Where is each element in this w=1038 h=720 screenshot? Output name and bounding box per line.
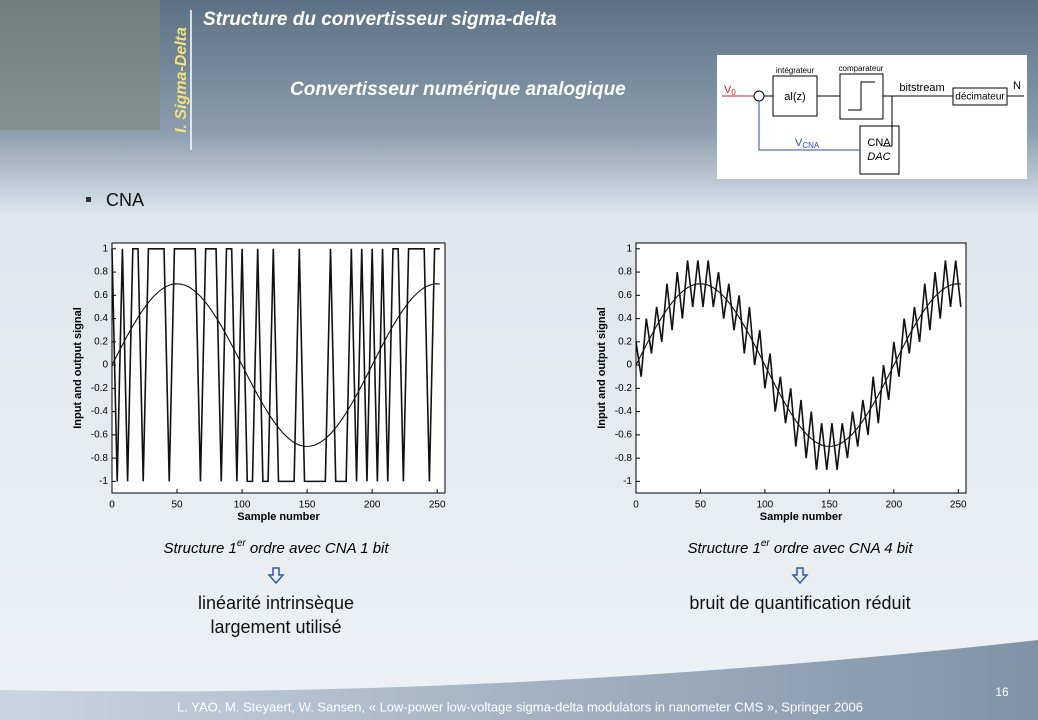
- x-axis-label: Sample number: [760, 511, 843, 523]
- x-axis-label: Sample number: [237, 511, 320, 523]
- diagram-background: [717, 55, 1027, 179]
- y-tick-label: 0.6: [618, 290, 632, 301]
- dac-text: DAC: [867, 151, 890, 163]
- down-arrow: [267, 567, 285, 585]
- data-line: [635, 283, 961, 447]
- y-tick-label: -0.4: [615, 406, 633, 417]
- caption-text: ordre avec CNA 1 bit: [246, 540, 390, 557]
- data-line: [111, 283, 440, 447]
- input-sub: 0: [731, 88, 736, 97]
- y-tick-label: -0.8: [91, 453, 109, 464]
- y-tick-label: -0.8: [615, 453, 633, 464]
- caption-text: Structure 1: [687, 540, 760, 557]
- x-tick-label: 250: [950, 500, 967, 511]
- x-tick-label: 50: [695, 500, 707, 511]
- y-tick-label: 0.2: [94, 336, 108, 347]
- y-tick-label: 0.4: [94, 313, 108, 324]
- slide-title: Structure du convertisseur sigma-delta: [203, 9, 557, 30]
- x-tick-label: 150: [821, 500, 838, 511]
- data-line: [111, 248, 440, 483]
- y-tick-label: 0.4: [618, 313, 632, 324]
- x-tick-label: 200: [885, 500, 902, 511]
- slide-subtitle: Convertisseur numérique analogique: [290, 79, 626, 100]
- y-axis-label: Input and output signal: [596, 307, 608, 429]
- x-tick-label: 100: [234, 500, 251, 511]
- integrator-text: al(z): [784, 91, 805, 103]
- charts: 0 50 100 150 200 250-1-0.8-0.6-0.4-0.200.20.4…: [72, 242, 967, 523]
- y-tick-label: 1: [626, 243, 632, 254]
- y-tick-label: -0.2: [615, 383, 633, 394]
- data-line: [635, 260, 962, 470]
- integrator-label: intégrateur: [776, 66, 815, 75]
- caption: Structure 1er ordre avec CNA 1 bit: [163, 538, 389, 557]
- caption-sup: er: [761, 538, 771, 549]
- caption-conclusion: linéarité intrinsèque: [198, 593, 354, 613]
- y-tick-label: 0.6: [94, 290, 108, 301]
- y-tick-label: 0.2: [618, 336, 632, 347]
- feedback-wire: [758, 101, 860, 151]
- x-tick-label: 50: [171, 500, 183, 511]
- y-tick-label: 0.8: [94, 267, 108, 278]
- diagram-input: V0: [724, 84, 736, 97]
- caption-sup: er: [237, 538, 247, 549]
- dac-text: CNA: [867, 137, 891, 149]
- y-tick-label: 0: [102, 360, 108, 371]
- feedback-text: V: [795, 137, 803, 149]
- block-diagram: V0 al(z) intégrateur comparateur bitstre…: [717, 55, 1027, 179]
- caption-conclusion: bruit de quantification réduit: [689, 593, 910, 613]
- bitstream-label: bitstream: [899, 82, 944, 94]
- input-label: V: [724, 84, 732, 96]
- page-number: 16: [995, 685, 1009, 699]
- y-tick-label: -0.6: [91, 430, 109, 441]
- y-tick-label: -0.4: [91, 406, 109, 417]
- x-tick-label: 250: [429, 500, 446, 511]
- logo-image: [0, 0, 160, 130]
- comparator-icon: [848, 81, 875, 111]
- footer-reference: L. YAO, M. Steyaert, W. Sansen, « Low-po…: [177, 699, 863, 714]
- bullet-text: CNA: [106, 190, 144, 210]
- comparator-label: comparateur: [839, 64, 884, 73]
- decimator-text: décimateur: [955, 92, 1005, 103]
- chart: 0 50 100 150 200 250 -1 -0.8 -0.6 -0.4 -0.2 0 0.2 0.4…: [596, 242, 967, 523]
- x-tick-label: 0: [109, 500, 115, 511]
- captions: Structure 1er ordre avec CNA 1 bitlinéar…: [163, 538, 913, 637]
- down-arrow: [791, 567, 809, 585]
- caption-text: Structure 1: [163, 540, 236, 557]
- y-tick-label: -1: [623, 476, 632, 487]
- y-tick-label: -0.6: [615, 430, 633, 441]
- feedback-sub: CNA: [802, 141, 820, 150]
- caption-text: ordre avec CNA 4 bit: [770, 540, 914, 557]
- y-tick-label: -1: [99, 476, 108, 487]
- chart: 0 50 100 150 200 250 -1 -0.8 -0.6 -0.4 -0.2 0 0.2 0.4…: [72, 242, 446, 523]
- y-tick-label: 0.8: [618, 267, 632, 278]
- caption-conclusion: largement utilisé: [210, 617, 341, 637]
- y-tick-label: -0.2: [91, 383, 109, 394]
- x-tick-label: 150: [299, 500, 316, 511]
- output-label: N: [1013, 80, 1021, 92]
- y-tick-label: 1: [102, 243, 108, 254]
- section-label: I. Sigma-Delta: [173, 27, 190, 133]
- bullet-marker: [86, 197, 91, 202]
- wire: [883, 96, 893, 147]
- x-tick-label: 200: [364, 500, 381, 511]
- feedback-label: VCNA: [795, 137, 820, 150]
- y-axis-label: Input and output signal: [72, 307, 84, 429]
- footer-wave: [0, 640, 1038, 720]
- x-tick-label: 0: [633, 500, 639, 511]
- x-tick-label: 100: [757, 500, 774, 511]
- y-tick-label: 0: [626, 360, 632, 371]
- caption: Structure 1er ordre avec CNA 4 bit: [687, 538, 913, 557]
